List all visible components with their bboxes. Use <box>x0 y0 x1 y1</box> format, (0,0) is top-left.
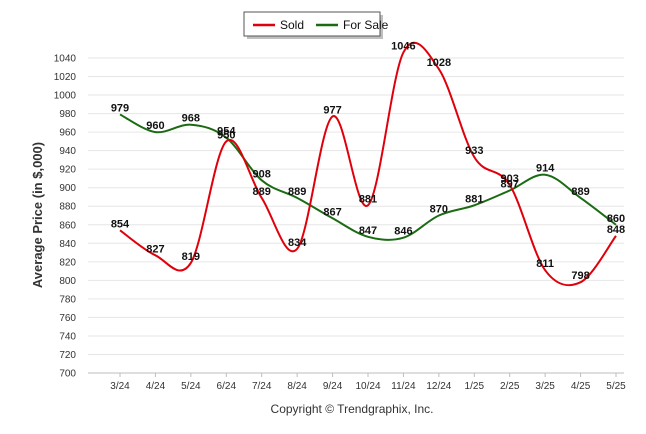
x-tick-label: 4/24 <box>146 381 166 392</box>
data-labels: 854 827 819 950 889 834 977 881 1046 1028 933 903 81… <box>111 40 625 282</box>
data-label-for-sale: 908 <box>253 168 271 180</box>
y-tick-label: 760 <box>59 313 76 324</box>
y-tick-label: 860 <box>59 220 76 231</box>
legend-label-for-sale: For Sale <box>343 18 389 32</box>
y-tick-label: 740 <box>59 331 76 342</box>
y-axis-label: Average Price (in $,000) <box>30 142 45 288</box>
x-tick-label: 8/24 <box>287 381 307 392</box>
grid-layer <box>88 50 624 374</box>
plot-area <box>88 50 624 373</box>
y-tick-label: 960 <box>59 128 76 139</box>
y-tick-label: 780 <box>59 294 76 305</box>
data-label-for-sale: 914 <box>536 163 555 175</box>
data-label-sold: 933 <box>465 145 483 157</box>
x-tick-label: 4/25 <box>571 381 591 392</box>
y-tick-labels: 700 720 740 760 780 800 820 840 860 880 900 920 940 9… <box>54 54 77 380</box>
y-tick-label: 1000 <box>54 91 77 102</box>
legend-box <box>243 11 381 37</box>
data-label-sold: 854 <box>111 218 130 230</box>
y-tick-label: 1040 <box>54 54 77 65</box>
x-tick-label: 3/24 <box>110 381 130 392</box>
y-tick-label: 1020 <box>54 72 77 83</box>
x-tick-label: 5/24 <box>181 381 201 392</box>
data-label-for-sale: 867 <box>323 206 341 218</box>
data-label-for-sale: 979 <box>111 103 129 115</box>
data-label-sold: 1046 <box>391 40 415 52</box>
data-label-sold: 977 <box>323 104 341 116</box>
legend-label-sold: Sold <box>280 18 304 32</box>
data-label-sold: 1028 <box>427 57 451 69</box>
series-line-sold <box>119 41 617 287</box>
x-tick-label: 11/24 <box>391 381 416 392</box>
x-tick-labels: 3/24 4/24 5/24 6/24 7/24 8/24 9/24 10/24 11/24 12… <box>110 373 626 392</box>
data-label-sold: 819 <box>182 251 200 263</box>
data-label-sold: 798 <box>571 270 589 282</box>
x-tick-label: 2/25 <box>500 381 520 392</box>
data-label-sold: 827 <box>146 243 164 255</box>
data-label-sold: 881 <box>359 193 377 205</box>
data-label-sold: 903 <box>501 173 519 185</box>
x-tick-label: 7/24 <box>252 381 272 392</box>
x-tick-label: 10/24 <box>355 381 380 392</box>
data-label-sold: 848 <box>607 224 625 236</box>
x-tick-label: 5/25 <box>606 381 626 392</box>
data-label-for-sale: 846 <box>394 226 412 238</box>
data-label-for-sale: 968 <box>182 113 200 125</box>
data-label-sold: 811 <box>536 258 554 270</box>
data-label-for-sale: 897 <box>501 178 519 190</box>
data-label-sold: 889 <box>253 186 271 198</box>
y-tick-label: 940 <box>59 146 76 157</box>
y-tick-label: 920 <box>59 165 76 176</box>
copyright-credit: Copyright © Trendgraphix, Inc. <box>271 402 434 416</box>
chart-legend: Sold For Sale <box>243 11 389 39</box>
data-label-for-sale: 889 <box>571 186 589 198</box>
data-label-for-sale: 847 <box>359 225 377 237</box>
y-tick-label: 840 <box>59 239 76 250</box>
y-tick-label: 820 <box>59 257 76 268</box>
series-line-for-sale <box>119 113 617 241</box>
data-label-for-sale: 881 <box>465 193 483 205</box>
series-layer <box>119 41 617 287</box>
data-label-sold: 950 <box>217 129 235 141</box>
y-tick-label: 700 <box>59 369 76 380</box>
x-tick-label: 6/24 <box>217 381 237 392</box>
y-tick-label: 800 <box>59 276 76 287</box>
data-label-for-sale: 860 <box>607 213 625 225</box>
data-label-sold: 834 <box>288 237 307 249</box>
data-label-for-sale: 889 <box>288 186 306 198</box>
x-tick-label: 9/24 <box>323 381 343 392</box>
y-tick-label: 900 <box>59 183 76 194</box>
x-tick-label: 3/25 <box>535 381 555 392</box>
x-tick-label: 1/25 <box>465 381 485 392</box>
data-label-for-sale: 960 <box>146 120 164 132</box>
x-tick-label: 12/24 <box>426 381 451 392</box>
data-label-for-sale: 954 <box>217 126 236 138</box>
data-label-for-sale: 870 <box>430 204 448 216</box>
y-tick-label: 980 <box>59 109 76 120</box>
y-tick-label: 720 <box>59 350 76 361</box>
y-tick-label: 880 <box>59 202 76 213</box>
